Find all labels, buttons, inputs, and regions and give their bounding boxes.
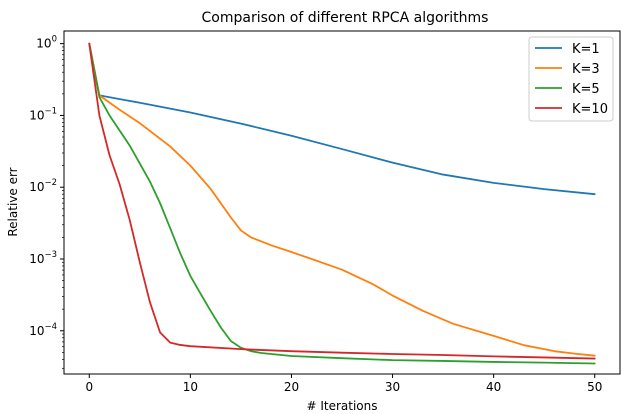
x-axis-label: # Iterations [306, 399, 377, 413]
series-line-4 [88, 42, 596, 360]
y-tick-label: 10−1 [29, 106, 57, 122]
x-tick-label: 0 [85, 380, 93, 394]
axes-layer: 0 10 20 30 40 50 100 10−1 10−2 10−3 10−4 [29, 35, 602, 394]
legend-entries: K=1 K=3 K=5 K=10 [535, 42, 608, 117]
legend-label-3: K=5 [572, 82, 600, 97]
x-tick-label: 50 [587, 380, 602, 394]
series-line-3 [88, 42, 596, 365]
y-tick-label: 10−2 [29, 178, 57, 194]
series-line-2 [88, 42, 596, 357]
y-axis-label: Relative err [6, 167, 20, 236]
chart-title: Comparison of different RPCA algorithms [202, 10, 489, 26]
series-line-1 [88, 42, 596, 196]
y-tick-label: 10−4 [29, 322, 57, 338]
y-tick-label: 100 [36, 35, 57, 51]
legend-label-2: K=3 [572, 62, 600, 77]
legend-label-4: K=10 [572, 102, 608, 117]
x-tick-label: 10 [183, 380, 198, 394]
y-tick-label: 10−3 [29, 250, 57, 266]
legend-label-1: K=1 [572, 42, 600, 57]
x-tick-label: 20 [284, 380, 299, 394]
series-layer [88, 42, 596, 365]
x-tick-label: 40 [486, 380, 501, 394]
plot-area [63, 30, 621, 375]
x-tick-label: 30 [385, 380, 400, 394]
legend-box [528, 36, 614, 122]
legend: K=1 K=3 K=5 K=10 [528, 36, 614, 122]
